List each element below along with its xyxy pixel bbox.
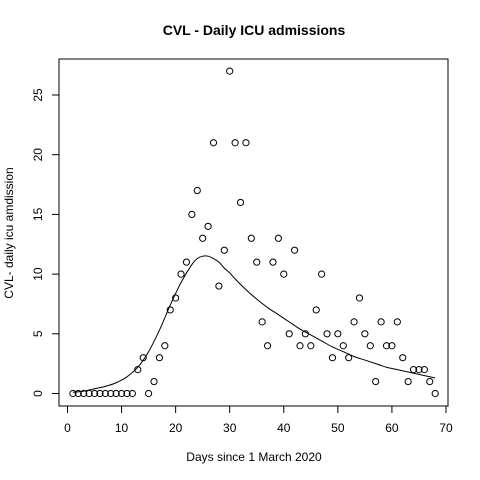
data-point	[253, 258, 261, 266]
data-point	[90, 389, 99, 398]
data-point	[107, 389, 115, 398]
x-tick-label: 60	[385, 421, 399, 435]
data-point	[80, 389, 88, 398]
fitted-curve-line	[72, 255, 436, 393]
data-point	[85, 389, 93, 398]
y-tick-label: 15	[31, 207, 45, 221]
data-point	[145, 389, 153, 398]
data-point	[415, 366, 423, 374]
data-point	[323, 330, 331, 338]
data-point	[328, 354, 337, 362]
data-point	[366, 342, 374, 350]
y-tick-label: 20	[31, 148, 45, 162]
data-point	[263, 342, 272, 350]
data-point	[247, 234, 255, 242]
data-point	[193, 186, 201, 195]
data-point	[236, 198, 245, 207]
data-point	[339, 342, 347, 350]
chart-title: CVL - Daily ICU admissions	[163, 22, 346, 38]
data-point	[226, 67, 234, 75]
data-point	[280, 270, 288, 278]
data-point	[296, 342, 304, 350]
data-point	[155, 354, 164, 362]
data-point	[139, 354, 147, 362]
x-tick-label: 50	[331, 421, 345, 435]
data-point	[166, 306, 174, 314]
data-point	[134, 366, 142, 374]
data-point	[420, 366, 428, 374]
data-point	[355, 294, 364, 302]
x-tick-label: 0	[64, 421, 71, 435]
y-axis-label: CVL- daily icu amdission	[2, 167, 16, 298]
x-axis-label: Days since 1 March 2020	[186, 450, 322, 464]
data-point	[172, 294, 180, 302]
data-point	[372, 377, 380, 386]
y-tick-label: 25	[31, 88, 45, 102]
x-tick-label: 20	[169, 421, 183, 435]
x-axis: 0 10 20 30 40 50 60 70	[64, 405, 453, 435]
data-point	[399, 354, 407, 362]
data-point	[69, 389, 77, 398]
data-point	[404, 377, 412, 386]
data-point	[117, 389, 126, 398]
data-points	[69, 67, 439, 398]
data-point	[177, 270, 185, 278]
data-point	[393, 318, 401, 326]
data-point	[334, 330, 342, 338]
data-point	[215, 282, 223, 290]
data-point	[112, 389, 120, 398]
y-tick-label: 10	[31, 267, 45, 281]
data-point	[431, 389, 439, 398]
x-tick-label: 70	[439, 421, 453, 435]
x-tick-label: 10	[115, 421, 129, 435]
data-point	[312, 306, 320, 314]
data-point	[74, 389, 82, 398]
data-point	[258, 318, 266, 326]
data-point	[209, 139, 218, 147]
data-point	[150, 377, 158, 386]
data-point	[101, 389, 109, 398]
data-point	[96, 389, 104, 398]
data-point	[345, 354, 353, 362]
data-point	[204, 222, 212, 230]
x-tick-label: 30	[223, 421, 237, 435]
data-point	[290, 246, 299, 254]
data-point	[220, 246, 228, 254]
data-point	[318, 270, 326, 278]
data-point	[274, 234, 282, 242]
data-point	[426, 377, 434, 386]
data-point	[388, 342, 396, 350]
data-point	[182, 258, 191, 266]
data-point	[128, 389, 136, 398]
data-point	[382, 342, 391, 350]
data-point	[361, 330, 369, 338]
data-point	[377, 318, 385, 326]
data-point	[285, 330, 293, 338]
data-point	[123, 389, 131, 398]
data-point	[269, 258, 277, 266]
y-tick-label: 5	[31, 330, 45, 337]
data-point	[161, 342, 169, 350]
data-point	[242, 139, 250, 147]
data-point	[409, 366, 418, 374]
data-point	[350, 318, 358, 326]
y-tick-label: 0	[31, 390, 45, 397]
data-point	[199, 234, 207, 242]
data-point	[301, 330, 310, 338]
data-point	[307, 342, 315, 350]
data-point	[188, 210, 196, 218]
y-axis: 0 5 10 15 20 25	[31, 88, 60, 397]
x-tick-label: 40	[277, 421, 291, 435]
data-point	[231, 139, 239, 147]
